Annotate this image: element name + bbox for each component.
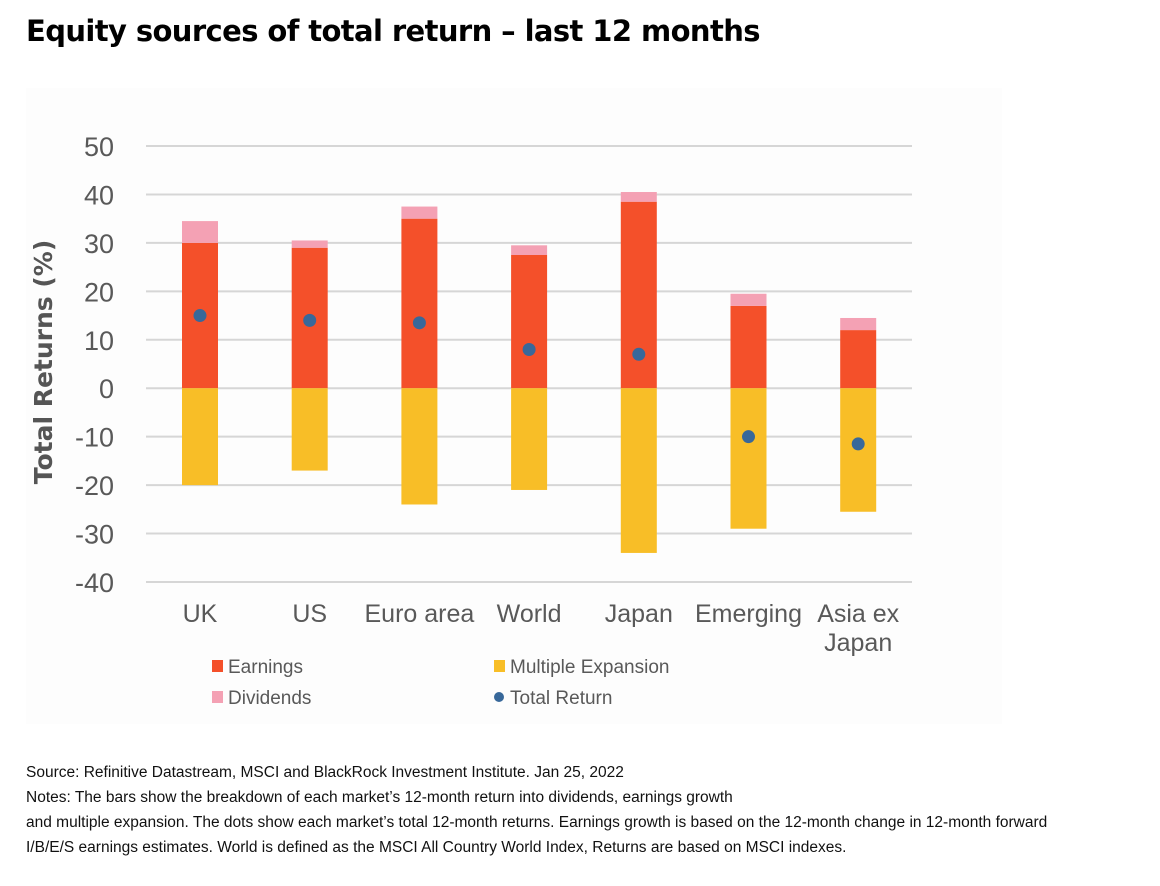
legend-item-total-return: Total Return	[494, 688, 612, 709]
legend-item-earnings: Earnings	[212, 657, 303, 678]
total-return-dot-uk	[193, 309, 207, 323]
y-tick-label: 0	[99, 374, 114, 404]
earnings-bar-euro-area	[401, 218, 438, 389]
x-tick-label: Asia ex	[817, 600, 899, 628]
dividends-bar-euro-area	[401, 206, 438, 219]
y-tick-labels: 50 40 30 20 10 0 -10 -20 -30 -40	[75, 132, 114, 598]
bars	[182, 192, 877, 553]
y-tick-label: -30	[75, 520, 114, 550]
legend-item-multiple-expansion: Multiple Expansion	[494, 657, 669, 678]
total-return-dot-world	[522, 342, 536, 356]
notes-line: I/B/E/S earnings estimates. World is def…	[26, 839, 847, 856]
x-tick-labels: UK US Euro area World Japan Emerging Asia exJa…	[183, 600, 900, 657]
earnings-bar-asia-ex-japan	[840, 330, 877, 389]
dividends-bar-japan	[620, 192, 657, 202]
multiple-expansion-bar-us	[291, 388, 328, 471]
dividends-bar-uk	[182, 221, 218, 243]
dividends-bar-world	[511, 245, 548, 255]
total-return-dot-euro-area	[412, 316, 426, 330]
total-return-dot-emerging	[742, 430, 755, 444]
y-tick-label: 30	[84, 229, 114, 259]
legend-label: Dividends	[228, 688, 311, 709]
y-tick-label: 20	[84, 277, 114, 307]
legend-label: Multiple Expansion	[510, 657, 669, 678]
earnings-bar-emerging	[730, 305, 767, 389]
y-tick-label: -20	[75, 471, 114, 501]
multiple-expansion-bar-emerging	[730, 388, 767, 529]
dividends-bar-asia-ex-japan	[840, 317, 877, 331]
chart-title: Equity sources of total return – last 12…	[26, 14, 761, 48]
multiple-expansion-bar-japan	[620, 388, 657, 553]
notes-line: and multiple expansion. The dots show ea…	[26, 814, 1048, 831]
notes-line: Notes: The bars show the breakdown of ea…	[26, 789, 733, 806]
dividends-bar-us	[291, 240, 328, 248]
y-tick-label: 50	[84, 132, 114, 162]
chart-notes: Source: Refinitive Datastream, MSCI and …	[26, 760, 1151, 860]
multiple-expansion-bar-world	[511, 388, 548, 490]
y-tick-label: 10	[84, 326, 114, 356]
y-axis-label: Total Returns (%)	[29, 240, 58, 485]
multiple-expansion-bar-uk	[182, 388, 218, 486]
total-return-dot-asia-ex-japan	[851, 437, 865, 451]
legend-label: Total Return	[510, 688, 612, 709]
total-return-dots	[193, 309, 865, 451]
earnings-bar-world	[511, 255, 548, 389]
legend-label: Earnings	[228, 657, 303, 678]
y-tick-label: -10	[75, 423, 114, 453]
y-tick-label: 40	[84, 180, 114, 210]
dividends-bar-emerging	[730, 293, 767, 306]
legend-marker	[494, 660, 505, 672]
x-tick-label: UK	[183, 600, 218, 628]
legend-item-dividends: Dividends	[212, 688, 311, 709]
x-tick-label: Japan	[605, 600, 673, 628]
x-tick-label: Emerging	[695, 600, 802, 628]
x-tick-label: World	[497, 600, 562, 628]
legend-marker	[494, 692, 504, 702]
source-note: Source: Refinitive Datastream, MSCI and …	[26, 764, 624, 781]
legend-marker	[212, 691, 223, 703]
total-return-dot-japan	[632, 347, 646, 361]
x-tick-label: Japan	[824, 629, 892, 657]
legend: Earnings Multiple Expansion Dividends Total…	[212, 657, 669, 709]
total-return-dot-us	[303, 313, 317, 327]
x-tick-label: Euro area	[365, 600, 475, 628]
multiple-expansion-bar-euro-area	[401, 388, 438, 505]
y-tick-label: -40	[75, 568, 114, 598]
x-tick-label: US	[292, 600, 327, 628]
legend-marker	[212, 660, 223, 672]
